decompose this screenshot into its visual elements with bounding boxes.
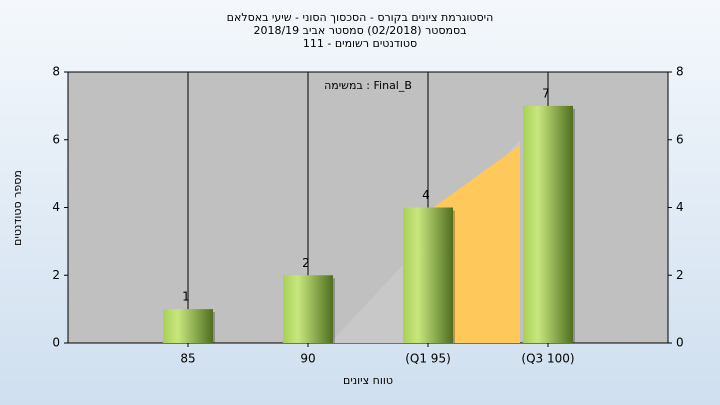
y2-tick-label: 4 [676, 200, 684, 214]
y2-tick-label: 0 [676, 336, 684, 350]
annotation: במשימה : Final_B [324, 79, 412, 92]
x-tick-label: (Q3 100) [521, 352, 574, 366]
bar [163, 309, 213, 343]
chart-subtitle: בסמסטר (02/2018) סמסטר אביב 2018/19 [253, 24, 466, 37]
chart-subtitle: סטודנטים רשומים - 111 [303, 37, 417, 50]
data-label: 7 [542, 86, 550, 100]
y-tick-label: 2 [52, 268, 60, 282]
data-label: 4 [422, 188, 430, 202]
bar [403, 207, 453, 343]
plot-area [67, 71, 669, 344]
y-tick-label: 0 [52, 336, 60, 350]
data-label: 2 [302, 256, 310, 270]
chart-title: היסטוגרמת ציונים בקורס - הסכסוך הסוני - … [227, 11, 494, 24]
y2-tick-label: 6 [676, 132, 684, 146]
x-tick-label: (Q1 95) [405, 352, 451, 366]
bar [523, 105, 573, 343]
y-tick-label: 8 [52, 65, 60, 79]
x-axis-label: טווח ציונים [343, 374, 393, 387]
data-label: 1 [182, 290, 190, 304]
y-tick-label: 4 [52, 200, 60, 214]
y2-tick-label: 8 [676, 65, 684, 79]
x-tick-label: 90 [300, 352, 315, 366]
bar [283, 275, 333, 343]
x-tick-label: 85 [180, 352, 195, 366]
y-tick-label: 6 [52, 132, 60, 146]
y-axis-label: מספר סטודנטים [11, 170, 24, 246]
y2-tick-label: 2 [676, 268, 684, 282]
